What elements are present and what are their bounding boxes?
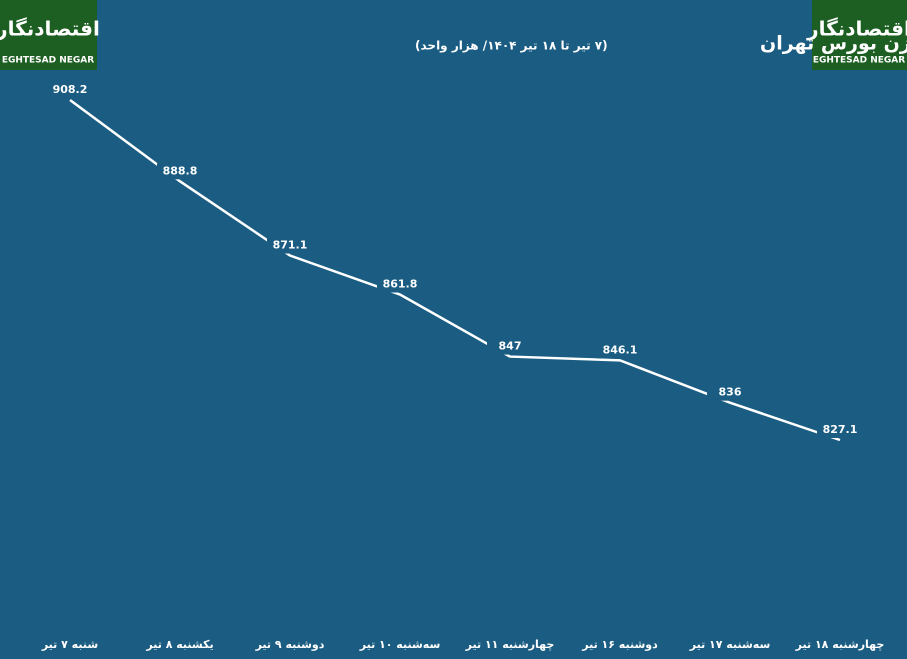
label-bg: [597, 342, 643, 359]
logo-name: EGHTESAD NEGAR: [813, 56, 905, 66]
x-tick-label: سه‌شنبه ۱۰ تیر: [359, 638, 441, 651]
data-label: 846.1: [603, 343, 638, 356]
logo-box: [0, 0, 97, 70]
label-bg: [707, 384, 753, 401]
x-tick-label: دوشنبه ۹ تیر: [255, 638, 325, 651]
x-tick-label: چهارشنبه ۱۱ تیر: [465, 638, 555, 651]
logo-box: [812, 0, 907, 70]
chart-title: تغییرات شاخص کل هم وزن بورس تهران: [760, 33, 907, 55]
logo-mark: اقتصادنگار: [806, 17, 907, 41]
x-tick-label: دوشنبه ۱۶ تیر: [581, 638, 658, 651]
x-tick-label: یکشنبه ۸ تیر: [145, 638, 213, 651]
logo-name: EGHTESAD NEGAR: [2, 56, 94, 66]
data-label: 871.1: [273, 239, 308, 252]
data-label: 908.2: [53, 83, 88, 96]
x-tick-label: چهارشنبه ۱۸ تیر: [795, 638, 885, 651]
data-label: 861.8: [383, 278, 418, 291]
label-bg: [377, 276, 423, 293]
label-bg: [487, 338, 533, 355]
data-label: 847: [499, 340, 522, 353]
data-label: 827.1: [823, 423, 858, 436]
x-tick-label: سه‌شنبه ۱۷ تیر: [689, 638, 771, 651]
logo-mark: اقتصادنگار: [0, 17, 100, 41]
data-label: 836: [719, 386, 742, 399]
x-tick-label: شنبه ۷ تیر: [41, 638, 98, 651]
logo-left: اقتصادنگار EGHTESAD NEGAR: [0, 0, 100, 70]
label-bg: [267, 237, 313, 254]
label-bg: [47, 82, 93, 98]
chart-subtitle: (۷ تیر تا ۱۸ تیر ۱۴۰۴/ هزار واحد): [415, 39, 608, 54]
logo-right: اقتصادنگار EGHTESAD NEGAR: [806, 0, 907, 70]
label-bg: [817, 422, 863, 438]
label-bg: [157, 163, 203, 180]
data-label: 888.8: [163, 164, 198, 177]
